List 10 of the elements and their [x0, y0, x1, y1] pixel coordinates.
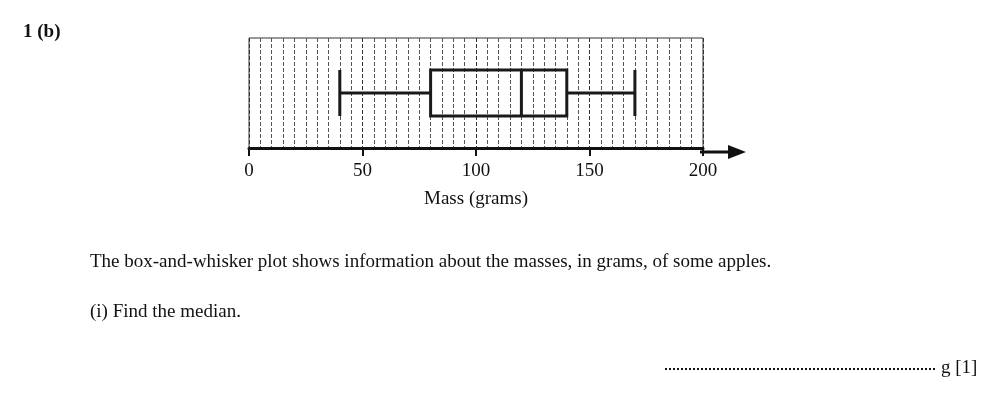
x-tick-label: 150 [575, 159, 604, 180]
x-tick-label: 0 [244, 159, 254, 180]
x-axis-title: Mass (grams) [424, 187, 528, 209]
text: g [1] [941, 356, 978, 378]
x-tick-label: 100 [461, 159, 491, 180]
x-tick-label: 50 [353, 159, 372, 180]
x-tick-label: 200 [688, 159, 718, 180]
text: (i) Find the median. [90, 300, 241, 322]
text: 1 (b) [23, 20, 61, 42]
text: The box-and-whisker plot shows information about the masses, in grams, of some apples. [90, 250, 772, 272]
